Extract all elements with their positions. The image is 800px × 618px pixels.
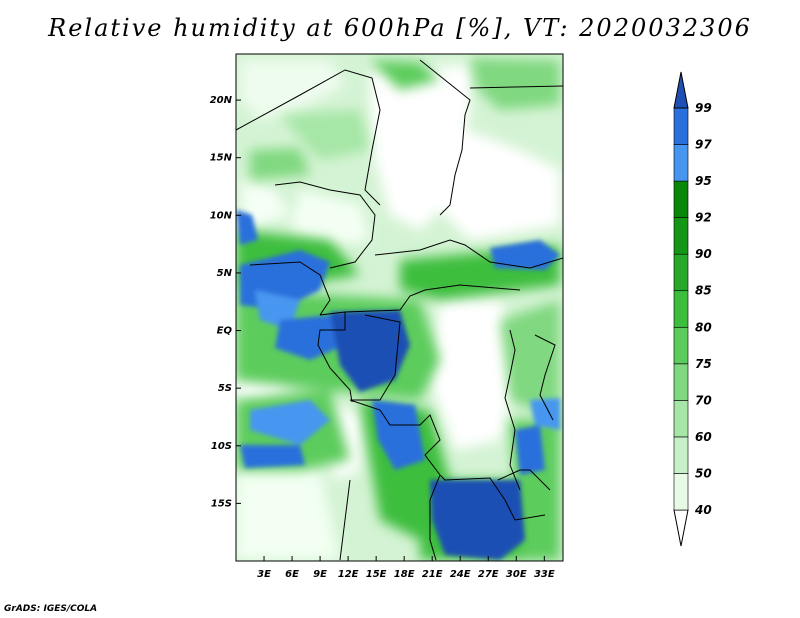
map-frame xyxy=(235,53,564,562)
colorbar-segment xyxy=(673,400,689,438)
colorbar-label: 75 xyxy=(695,357,712,371)
country-borders xyxy=(236,59,563,561)
colorbar-segment xyxy=(673,107,689,145)
humidity-field xyxy=(236,54,563,561)
lon-tick-label: 6E xyxy=(285,569,299,580)
colorbar-segment xyxy=(673,253,689,292)
colorbar-label: 99 xyxy=(695,101,712,115)
lat-tick-label: 5N xyxy=(217,268,233,279)
lon-tick-label: 27E xyxy=(478,569,499,580)
colorbar-label: 60 xyxy=(695,430,712,444)
longitude-axis: 3E 6E 9E 12E 15E 18E 21E 24E 27E 30E 33E xyxy=(257,556,555,580)
colorbar-above-triangle xyxy=(673,71,689,109)
map-title: Relative humidity at 600hPa [%], VT: 202… xyxy=(48,14,752,42)
colorbar-segment xyxy=(673,217,689,255)
lon-tick-label: 3E xyxy=(257,569,271,580)
colorbar-label: 90 xyxy=(695,247,712,261)
colorbar-below-triangle xyxy=(673,509,689,547)
colorbar: 40 50 60 70 75 80 85 90 92 95 97 99 xyxy=(673,71,712,547)
lat-tick-label: 20N xyxy=(210,95,233,106)
lat-tick-label: 10S xyxy=(211,441,232,452)
lat-tick-label: 10N xyxy=(210,210,233,221)
colorbar-segment xyxy=(673,180,689,218)
lat-tick-label: EQ xyxy=(217,326,233,337)
lat-tick-label: 15S xyxy=(211,498,232,509)
lon-tick-label: 30E xyxy=(506,569,527,580)
lat-tick-label: 5S xyxy=(218,383,232,394)
colorbar-label: 92 xyxy=(695,211,712,225)
colorbar-label: 80 xyxy=(695,320,712,334)
colorbar-label: 85 xyxy=(695,284,712,298)
lat-tick-label: 15N xyxy=(210,153,233,164)
colorbar-label: 95 xyxy=(695,174,712,188)
lon-tick-label: 33E xyxy=(534,569,555,580)
colorbar-label: 40 xyxy=(694,503,712,517)
lon-tick-label: 21E xyxy=(422,569,443,580)
colorbar-segment xyxy=(673,436,689,474)
colorbar-segment xyxy=(673,326,689,365)
colorbar-segment xyxy=(673,144,689,182)
grads-credit: GrADS: IGES/COLA xyxy=(4,604,98,614)
lon-tick-label: 18E xyxy=(394,569,415,580)
colorbar-segment xyxy=(673,363,689,401)
colorbar-label: 50 xyxy=(695,466,712,480)
colorbar-segment xyxy=(673,473,689,511)
lon-tick-label: 15E xyxy=(366,569,387,580)
colorbar-segment xyxy=(673,290,689,328)
colorbar-label: 97 xyxy=(695,138,712,152)
lon-tick-label: 12E xyxy=(338,569,359,580)
latitude-axis: 20N 15N 10N 5N EQ 5S 10S 15S xyxy=(210,95,241,509)
colorbar-label: 70 xyxy=(695,393,712,407)
lon-tick-label: 24E xyxy=(450,569,471,580)
lon-tick-label: 9E xyxy=(313,569,327,580)
